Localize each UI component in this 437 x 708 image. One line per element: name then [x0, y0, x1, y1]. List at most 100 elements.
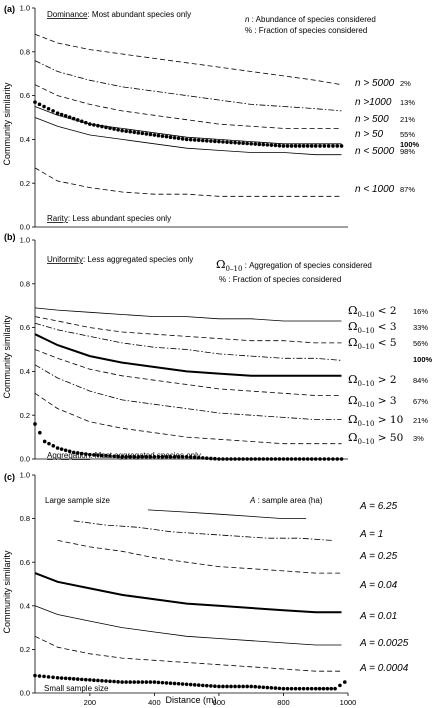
data-point	[132, 130, 137, 135]
data-point	[100, 124, 104, 129]
data-point	[221, 457, 225, 461]
panel-c-ylabel: Community similarity	[2, 550, 12, 634]
data-point	[112, 127, 116, 131]
data-point	[253, 142, 258, 146]
data-point	[192, 683, 197, 687]
data-point	[148, 455, 153, 459]
data-point	[160, 680, 165, 685]
data-point	[196, 683, 201, 687]
series-label: Ω0–10 > 2	[348, 372, 397, 388]
data-point	[325, 686, 330, 691]
data-point	[37, 674, 42, 678]
data-point	[289, 457, 294, 461]
data-point	[233, 457, 237, 461]
series-line	[34, 307, 342, 322]
series-line	[34, 316, 342, 344]
data-point	[335, 457, 340, 461]
data-point	[209, 139, 213, 143]
data-point	[213, 456, 217, 461]
panel-c-label: (c)	[4, 472, 15, 482]
data-point	[342, 680, 347, 684]
data-point	[318, 457, 322, 461]
x-tick-label: 1000	[340, 698, 357, 707]
data-point	[156, 680, 161, 685]
data-point	[285, 144, 290, 148]
data-point	[241, 141, 245, 146]
data-point	[289, 144, 294, 148]
series-percent: 100%	[413, 355, 433, 364]
data-point	[59, 112, 64, 117]
series-line	[34, 117, 342, 156]
panel-b-aggregation-heading: Aggregation: Most aggregated species onl…	[47, 451, 201, 460]
panel-a-legend-pct: % : Fraction of species considered	[245, 26, 367, 35]
data-point	[301, 144, 306, 148]
data-point	[331, 144, 335, 148]
series-percent: 21%	[413, 416, 428, 425]
data-point	[318, 144, 322, 148]
panel-b-uniformity-heading: Uniformity: Less aggregated species only	[47, 255, 193, 264]
series-line	[34, 333, 342, 377]
data-point	[237, 141, 241, 145]
data-point	[33, 673, 37, 678]
data-point	[322, 457, 327, 461]
data-point	[128, 680, 132, 684]
y-tick-label: 0.6	[20, 91, 30, 100]
data-point	[273, 457, 278, 461]
data-point	[209, 456, 213, 461]
data-point	[88, 122, 92, 126]
data-point	[257, 457, 262, 461]
data-point	[132, 680, 137, 684]
panel-b: (b) Community similarity 0.0 0.2 0.4 0.6 0.8…	[2, 232, 433, 464]
y-tick-label: 0.0	[20, 689, 30, 698]
data-point	[293, 457, 298, 461]
x-tick-label: 200	[84, 698, 97, 707]
series-label: A = 1	[359, 529, 383, 540]
y-tick-label: 0.6	[20, 558, 30, 567]
panel-c-legend-area: A : sample area (ha)	[249, 496, 323, 505]
y-tick-label: 1.0	[20, 236, 30, 245]
data-point	[67, 676, 72, 681]
data-point	[124, 680, 128, 684]
data-point	[205, 456, 209, 460]
data-point	[79, 451, 84, 456]
data-point	[176, 681, 181, 686]
x-tick-label: 600	[213, 698, 226, 707]
series-percent: 33%	[413, 323, 428, 332]
data-point	[140, 131, 145, 136]
data-point	[71, 450, 76, 455]
data-point	[116, 454, 120, 459]
data-point	[42, 439, 47, 444]
data-point	[100, 678, 104, 683]
data-point	[140, 455, 145, 459]
data-point	[237, 457, 241, 461]
data-point	[180, 137, 185, 141]
data-point	[184, 455, 189, 459]
data-point	[172, 681, 177, 686]
data-point	[108, 454, 112, 458]
data-point	[152, 680, 157, 684]
data-point	[104, 453, 108, 458]
data-point	[253, 684, 258, 689]
data-point	[205, 138, 209, 143]
data-point	[140, 680, 145, 684]
data-point	[71, 677, 76, 681]
data-point	[281, 686, 286, 691]
data-point	[309, 457, 314, 461]
data-point	[184, 137, 189, 142]
data-point	[148, 132, 153, 137]
data-point	[249, 684, 253, 689]
series-line	[34, 572, 342, 614]
data-point	[200, 138, 205, 143]
data-point	[116, 128, 120, 132]
data-point	[249, 457, 253, 461]
data-point	[92, 123, 96, 127]
series-line	[34, 60, 342, 112]
data-point	[172, 135, 177, 140]
data-point	[136, 680, 141, 684]
data-point	[33, 100, 37, 104]
data-point	[180, 455, 185, 459]
panel-b-label: (b)	[4, 232, 16, 242]
data-point	[217, 139, 221, 144]
data-point	[51, 109, 55, 113]
data-point	[229, 140, 233, 145]
